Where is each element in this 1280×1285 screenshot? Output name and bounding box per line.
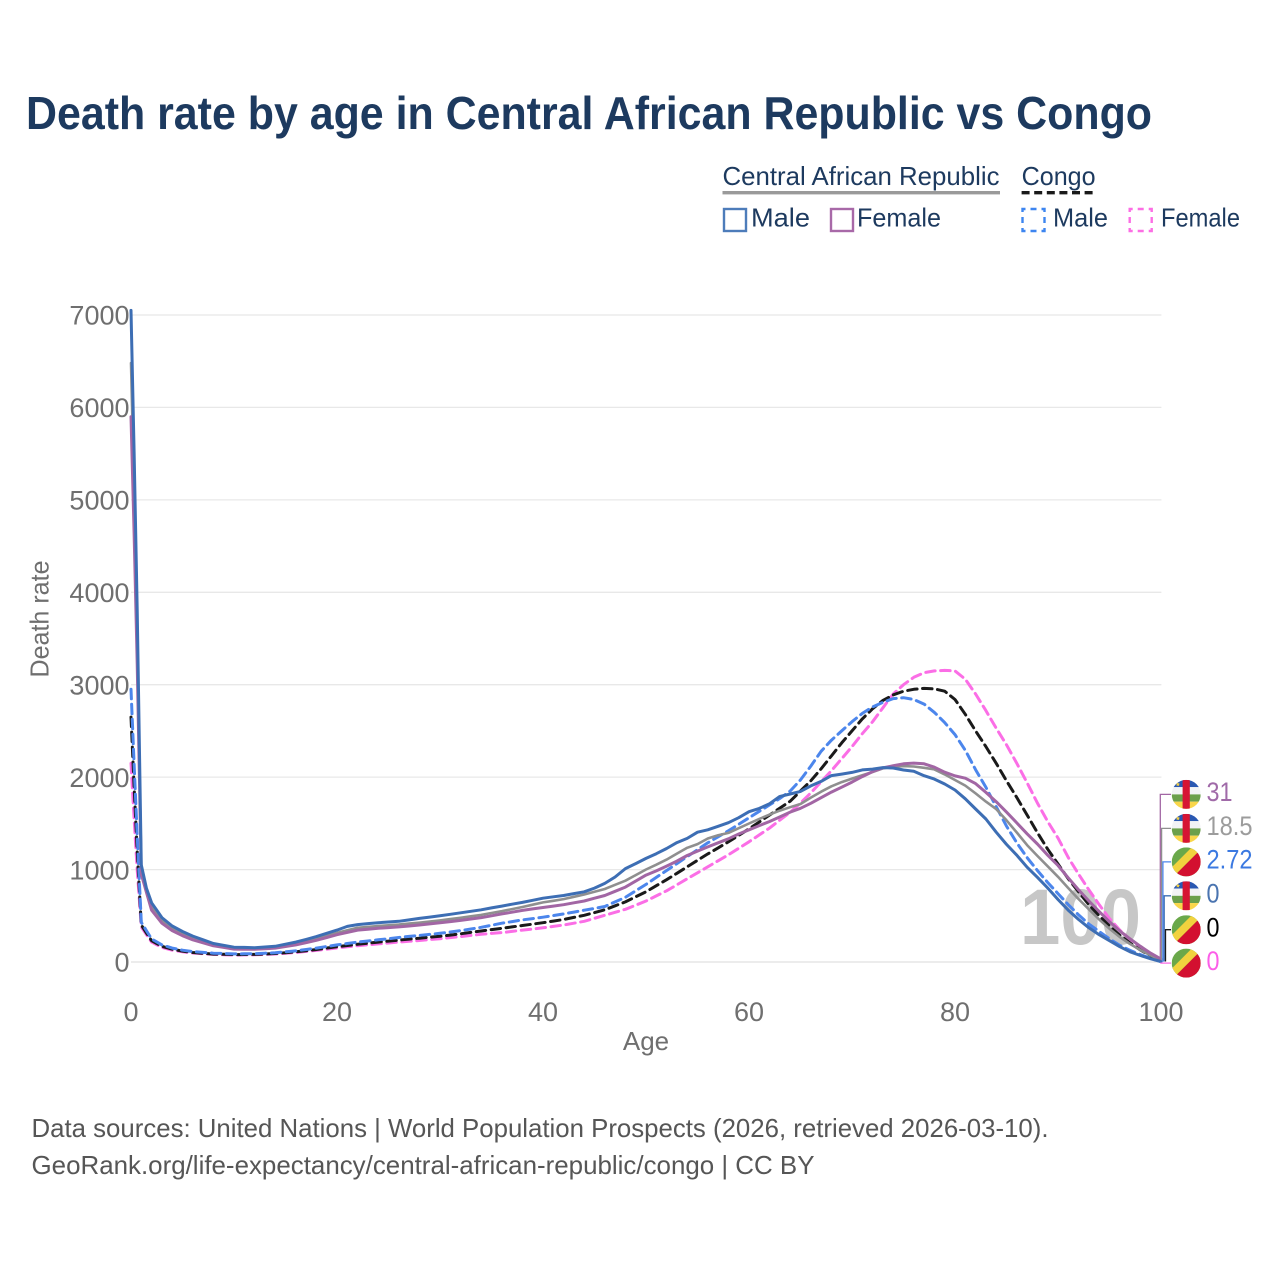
svg-text:Age: Age <box>623 1026 669 1056</box>
svg-text:Male: Male <box>751 202 810 232</box>
svg-text:0: 0 <box>123 997 138 1027</box>
svg-text:80: 80 <box>940 997 970 1027</box>
svg-text:2.72: 2.72 <box>1207 845 1253 875</box>
svg-text:100: 100 <box>1138 997 1183 1027</box>
svg-text:Female: Female <box>1161 202 1240 232</box>
svg-text:6000: 6000 <box>69 393 129 423</box>
svg-text:5000: 5000 <box>69 486 129 516</box>
svg-text:2000: 2000 <box>69 763 129 793</box>
svg-text:Data sources: United Nations |: Data sources: United Nations | World Pop… <box>32 1113 1049 1143</box>
svg-text:0: 0 <box>1207 879 1220 909</box>
svg-text:Death rate: Death rate <box>25 561 55 678</box>
svg-text:Congo: Congo <box>1022 161 1096 191</box>
svg-text:0: 0 <box>1207 913 1220 943</box>
svg-text:20: 20 <box>322 997 352 1027</box>
svg-text:Female: Female <box>857 202 941 232</box>
svg-text:31: 31 <box>1207 777 1233 807</box>
svg-text:Death rate by age in Central A: Death rate by age in Central African Rep… <box>26 87 1152 139</box>
svg-text:1000: 1000 <box>69 855 129 885</box>
svg-text:4000: 4000 <box>69 578 129 608</box>
svg-text:0: 0 <box>1207 946 1220 976</box>
svg-text:Central African Republic: Central African Republic <box>723 161 1000 191</box>
svg-text:60: 60 <box>734 997 764 1027</box>
svg-text:Male: Male <box>1053 202 1108 232</box>
svg-text:7000: 7000 <box>69 301 129 331</box>
svg-text:GeoRank.org/life-expectancy/ce: GeoRank.org/life-expectancy/central-afri… <box>32 1150 815 1180</box>
svg-text:40: 40 <box>528 997 558 1027</box>
svg-text:3000: 3000 <box>69 670 129 700</box>
svg-text:18.5: 18.5 <box>1207 811 1253 841</box>
svg-text:0: 0 <box>114 948 129 978</box>
